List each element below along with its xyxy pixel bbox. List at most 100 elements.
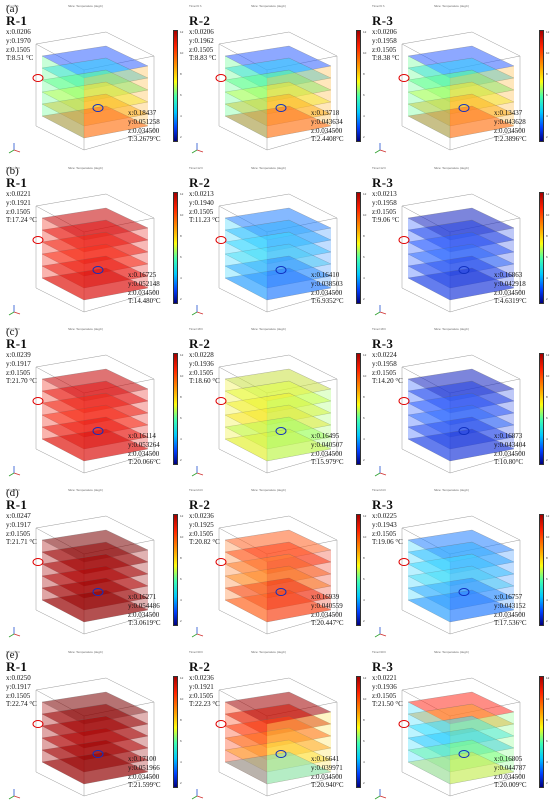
colorbar-tick-label: 6 [363,416,365,420]
y-axis-arrow [374,472,381,477]
readout-line: x:0.16410 [311,271,340,279]
readout-line: T:3.2679°C [128,135,161,144]
readout-line: T:10.80°C [494,458,524,467]
min-point-readout: x:0.13718 y:0.043634 z:0.034500 T:2.4408°C [311,109,344,144]
readout-line: y:0.044787 [494,763,526,772]
min-temperature-marker [92,104,104,112]
readout-line: y:0.1921 [189,682,214,691]
readout-line: z:0.034500 [311,610,343,619]
time-label: Time=6 h [189,4,202,8]
readout-line: T:2.4408°C [311,135,344,144]
readout-line: z:0.1505 [6,45,31,54]
temperature-colorbar [173,353,178,465]
readout-line: y:0.1921 [6,198,31,207]
max-temperature-marker [215,558,227,566]
slice-side-face [42,56,84,138]
slice-diagram [374,193,521,316]
readout-line: y:0.1958 [372,36,397,45]
max-point-readout: x:0.0213 y:0.1958 z:0.1505 T:9.06 °C [372,190,399,225]
temperature-slice [407,428,515,462]
colorbar-tick-label: 10 [363,697,367,701]
colorbar-ticks: 12 10 8 6 4 2 [546,353,550,465]
max-point-readout: x:0.0221 y:0.1936 z:0.1505 T:21.50 °C [372,674,403,709]
max-temperature-marker [215,236,227,244]
colorbar-tick-label: 8 [180,72,182,76]
slice-side-face [225,702,267,784]
slice-front-face [267,712,331,784]
slice-diagram [374,354,521,477]
min-temperature-marker [458,750,470,758]
slice-front-face [267,389,331,461]
readout-line: T:22.23 °C [189,700,220,709]
reactor-label: R-2 [189,13,211,28]
colorbar-tick-label: 6 [180,739,182,743]
x-axis-arrow [13,311,21,315]
colorbar-ticks: 12 10 8 6 4 2 [363,353,373,465]
colorbar-tick-label: 4 [363,276,365,280]
x-axis-arrow [13,472,21,476]
slice-side-face [408,56,450,138]
colorbar-tick-label: 8 [546,718,548,722]
readout-line: x:0.0250 [6,674,31,682]
colorbar-tick-label: 10 [546,51,550,55]
readout-line: y:0.040559 [311,601,343,610]
readout-line: T:18.60 °C [189,377,220,386]
readout-line: T:6.9352°C [311,297,344,306]
readout-line: T:17.536°C [494,619,527,628]
colorbar-ticks: 12 10 8 6 4 2 [363,676,373,788]
slice-side-face [408,540,450,622]
readout-line: x:0.16873 [494,432,523,440]
readout-line: x:0.13718 [311,109,340,117]
temperature-colorbar [173,676,178,788]
slice-side-face [225,540,267,622]
min-point-readout: x:0.16873 y:0.043404 z:0.034500 T:10.80°C [494,432,526,467]
readout-line: z:0.1505 [6,529,31,538]
slice-front-face [450,66,514,138]
slice-front-face [84,389,148,461]
readout-line: y:0.038503 [311,279,343,288]
colorbar-tick-label: 6 [546,255,548,259]
plot-title: Slice: Temperature (degC) [434,650,469,654]
time-label: Time=18 h [6,327,21,331]
readout-line: x:0.0228 [189,351,214,359]
max-point-readout: x:0.0250 y:0.1917 z:0.1505 T:22.74 °C [6,674,37,709]
readout-line: x:0.0206 [372,28,397,36]
slice-front-face [84,66,148,138]
max-temperature-marker [398,397,410,405]
colorbar-tick-label: 2 [180,135,182,139]
slice-side-face [408,218,450,300]
min-temperature-marker [92,427,104,435]
readout-line: z:0.1505 [372,45,397,54]
temperature-slice [41,267,149,301]
readout-line: T:20.82 °C [189,538,220,547]
simulation-panel: Time=12 h Slice: Temperature (degC) R-2 x:0… [189,166,369,322]
slice-side-face [42,540,84,622]
colorbar-tick-label: 8 [363,72,365,76]
readout-line: T:21.599°C [128,781,161,790]
readout-line: y:0.1943 [372,520,397,529]
y-axis-arrow [191,311,198,316]
readout-line: x:0.0236 [189,674,214,682]
colorbar-tick-label: 2 [546,458,548,462]
reactor-label: R-3 [372,336,394,351]
slice-diagram [374,515,521,638]
readout-line: T:4.6319°C [494,297,527,306]
readout-line: T:22.74 °C [6,700,37,709]
colorbar-tick-label: 6 [180,255,182,259]
max-temperature-marker [32,397,44,405]
colorbar-tick-label: 2 [363,458,365,462]
colorbar-tick-label: 8 [363,556,365,560]
max-point-readout: x:0.0224 y:0.1958 z:0.1505 T:14.20 °C [372,351,403,386]
colorbar-tick-label: 10 [180,697,184,701]
readout-line: x:0.0247 [6,512,31,520]
colorbar-tick-label: 4 [546,114,548,118]
colorbar-tick-label: 4 [180,276,182,280]
temperature-colorbar [173,514,178,626]
slice-side-face [42,702,84,784]
min-temperature-marker [458,104,470,112]
x-axis-arrow [196,795,204,799]
min-point-readout: x:0.13437 y:0.043628 z:0.034500 T:2.3896°C [494,109,527,144]
time-label: Time=12 h [6,166,21,170]
readout-line: x:0.0224 [372,351,397,359]
plot-title: Slice: Temperature (degC) [251,4,286,8]
